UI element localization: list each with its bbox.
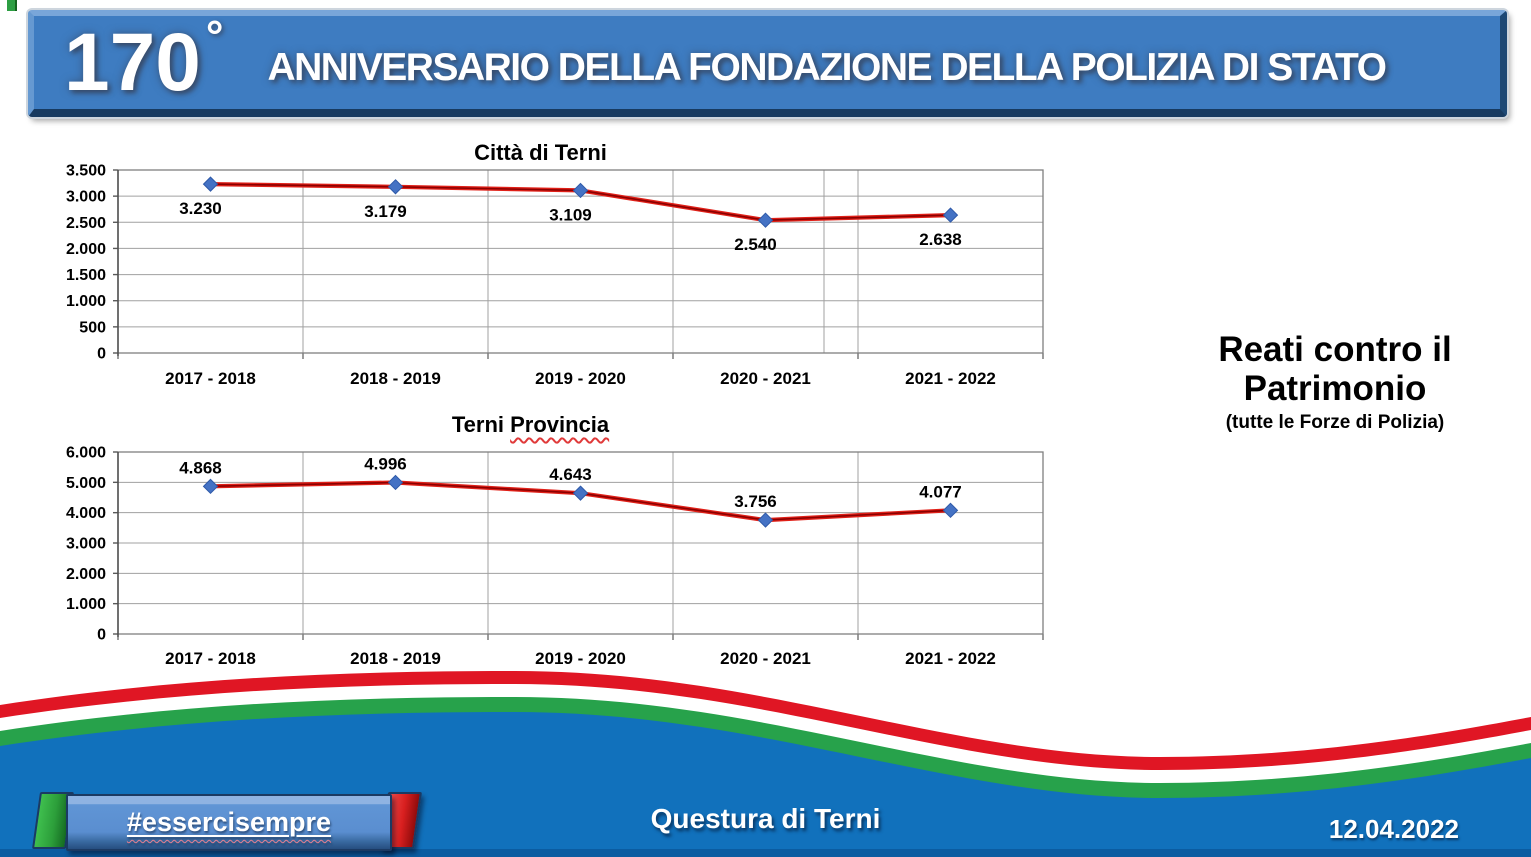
svg-text:2020 - 2021: 2020 - 2021	[720, 649, 811, 668]
chart-title-province-wavy: Provincia	[510, 412, 610, 437]
flag-corner-decoration	[7, 0, 17, 11]
svg-text:4.868: 4.868	[179, 458, 222, 477]
svg-text:2018 - 2019: 2018 - 2019	[350, 649, 441, 668]
svg-text:2.638: 2.638	[919, 230, 962, 249]
svg-text:5.000: 5.000	[66, 475, 106, 492]
date-label: 12.04.2022	[1328, 814, 1459, 844]
hashtag-bar: #essercisempre	[66, 794, 392, 851]
svg-text:500: 500	[79, 319, 106, 336]
organization-label: Questura di Terni	[650, 803, 881, 834]
side-heading-line1: Reati contro il	[1218, 330, 1452, 369]
svg-text:0: 0	[97, 346, 106, 363]
hashtag-wavy-underline: #essercisempre	[127, 807, 331, 838]
svg-text:1.500: 1.500	[66, 267, 106, 284]
svg-text:3.000: 3.000	[66, 189, 106, 206]
svg-text:4.996: 4.996	[364, 454, 407, 473]
svg-text:2.000: 2.000	[66, 566, 106, 583]
anniversary-number: 170	[64, 16, 201, 108]
chart-title-province: Terni Provincia	[118, 412, 943, 438]
svg-text:0: 0	[97, 627, 106, 644]
degree-symbol: °	[205, 11, 224, 61]
svg-text:3.000: 3.000	[66, 536, 106, 553]
svg-text:3.756: 3.756	[734, 492, 777, 511]
svg-text:2019 - 2020: 2019 - 2020	[535, 369, 626, 388]
chart-title-city: Città di Terni	[118, 140, 963, 166]
svg-text:4.643: 4.643	[549, 465, 592, 484]
chart-title-city-text: Città di Terni	[474, 140, 607, 165]
svg-text:1.000: 1.000	[66, 293, 106, 310]
svg-text:2019 - 2020: 2019 - 2020	[535, 649, 626, 668]
svg-text:6.000: 6.000	[66, 445, 106, 462]
svg-text:4.000: 4.000	[66, 505, 106, 522]
svg-text:2017 - 2018: 2017 - 2018	[165, 369, 256, 388]
svg-text:3.179: 3.179	[364, 202, 407, 221]
svg-text:2021 - 2022: 2021 - 2022	[905, 649, 996, 668]
hashtag-button: #essercisempre	[30, 792, 424, 851]
svg-text:4.077: 4.077	[919, 482, 962, 501]
chart-title-province-text: Terni	[451, 412, 511, 437]
svg-text:1.000: 1.000	[66, 596, 106, 613]
banner-title: ANNIVERSARIO DELLA FONDAZIONE DELLA POLI…	[267, 45, 1386, 89]
hashtag-label: #essercisempre	[126, 807, 332, 837]
svg-text:2018 - 2019: 2018 - 2019	[350, 369, 441, 388]
svg-text:2.000: 2.000	[66, 241, 106, 258]
svg-text:3.230: 3.230	[179, 199, 222, 218]
svg-text:2.500: 2.500	[66, 215, 106, 232]
svg-text:2017 - 2018: 2017 - 2018	[165, 649, 256, 668]
side-heading: Reati contro il Patrimonio (tutte le For…	[1155, 330, 1515, 434]
svg-text:3.109: 3.109	[549, 205, 592, 224]
svg-text:2020 - 2021: 2020 - 2021	[720, 369, 811, 388]
svg-text:2.540: 2.540	[734, 235, 777, 254]
svg-text:3.500: 3.500	[66, 163, 106, 180]
side-heading-line2: Patrimonio	[1243, 369, 1427, 409]
svg-text:2021 - 2022: 2021 - 2022	[905, 369, 996, 388]
title-banner: 170 ° ANNIVERSARIO DELLA FONDAZIONE DELL…	[28, 10, 1507, 117]
side-heading-subtitle: (tutte le Forze di Polizia)	[1225, 412, 1445, 434]
wave-bottom-strip	[0, 849, 1531, 857]
